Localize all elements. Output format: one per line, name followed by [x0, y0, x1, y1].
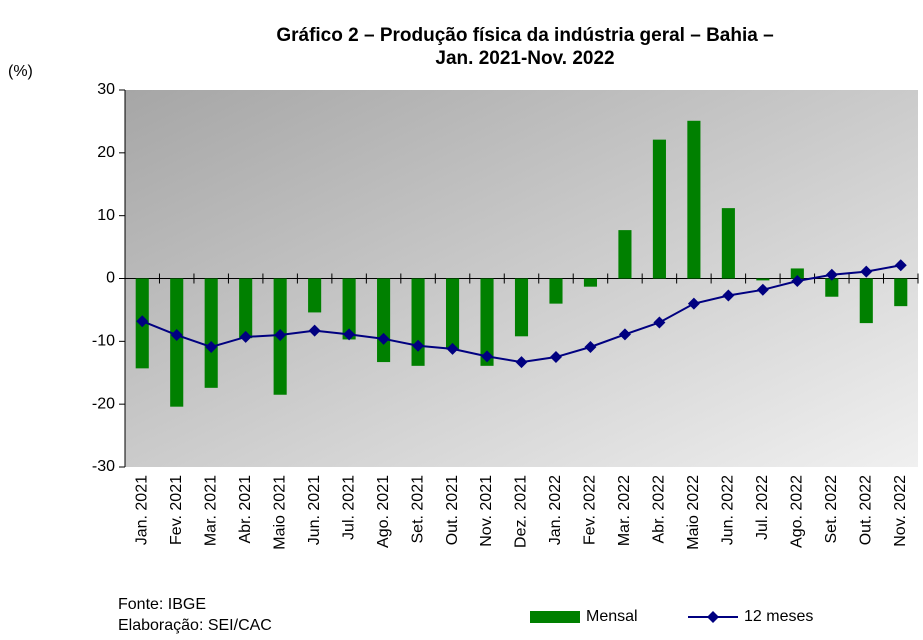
y-tick-label: 10 — [97, 207, 115, 224]
marker — [377, 332, 390, 345]
y-tick-label: -10 — [92, 333, 115, 350]
marker — [446, 342, 459, 355]
bar — [342, 278, 356, 340]
bar — [825, 278, 839, 297]
x-tick-label: Out. 2021 — [444, 475, 461, 545]
x-tick-label: Dez. 2021 — [513, 475, 530, 548]
marker — [170, 329, 183, 342]
bar — [652, 139, 666, 279]
bar — [411, 278, 425, 366]
marker — [653, 316, 666, 329]
bar — [170, 278, 184, 407]
credit: Elaboração: SEI/CAC — [118, 617, 272, 634]
marker — [791, 275, 804, 288]
marker — [205, 340, 218, 353]
x-tick-label: Fev. 2022 — [582, 475, 599, 545]
bar — [480, 278, 494, 366]
marker — [136, 315, 149, 328]
marker — [515, 356, 528, 369]
x-tick-label: Jul. 2021 — [340, 475, 357, 540]
x-tick-label: Nov. 2021 — [478, 475, 495, 547]
y-tick-label: -30 — [92, 458, 115, 475]
bar — [308, 278, 322, 313]
legend-marker — [707, 611, 719, 623]
bar — [687, 120, 701, 279]
chart-title: Gráfico 2 – Produção física da indústria… — [276, 25, 774, 69]
x-tick-label: Fev. 2021 — [168, 475, 185, 545]
x-tick-label: Jan. 2021 — [133, 475, 150, 545]
x-tick-label: Maio 2021 — [271, 475, 288, 550]
legend-swatch — [530, 611, 580, 623]
x-tick-label: Out. 2022 — [858, 475, 875, 545]
x-tick-label: Ago. 2022 — [789, 475, 806, 548]
y-tick-label: 20 — [97, 144, 115, 161]
x-tick-label: Nov. 2022 — [892, 475, 909, 547]
bar — [618, 230, 632, 279]
y-tick-label: -20 — [92, 395, 115, 412]
marker — [687, 297, 700, 310]
bar — [859, 278, 873, 324]
x-tick-label: Jun. 2022 — [720, 475, 737, 545]
marker — [618, 328, 631, 341]
x-tick-label: Jul. 2022 — [754, 475, 771, 540]
legend-label: Mensal — [586, 608, 638, 625]
marker — [481, 350, 494, 363]
bar — [549, 278, 563, 304]
marker — [549, 351, 562, 364]
y-tick-label: 30 — [97, 81, 115, 98]
legend-label: 12 meses — [744, 608, 813, 625]
marker — [722, 289, 735, 302]
x-tick-label: Set. 2022 — [823, 475, 840, 544]
marker — [274, 329, 287, 342]
x-tick-label: Set. 2021 — [409, 475, 426, 544]
bar — [239, 278, 253, 339]
marker — [825, 268, 838, 281]
marker — [239, 330, 252, 343]
marker — [584, 340, 597, 353]
marker — [860, 265, 873, 278]
bar — [721, 208, 735, 279]
marker — [756, 283, 769, 296]
bar — [377, 278, 391, 363]
bar — [204, 278, 218, 388]
bar — [756, 278, 770, 281]
bar — [583, 278, 598, 287]
bar — [445, 278, 460, 350]
marker — [343, 328, 356, 341]
source: Fonte: IBGE — [118, 596, 206, 613]
x-tick-label: Jan. 2022 — [547, 475, 564, 545]
x-tick-label: Mar. 2022 — [616, 475, 633, 546]
bar — [894, 278, 908, 307]
x-tick-label: Abr. 2021 — [237, 475, 254, 544]
marker — [894, 259, 907, 272]
marker — [412, 339, 425, 352]
y-axis-label: (%) — [8, 63, 33, 80]
x-tick-label: Jun. 2021 — [306, 475, 323, 545]
marker — [308, 324, 321, 337]
x-tick-label: Ago. 2021 — [375, 475, 392, 548]
x-tick-label: Maio 2022 — [685, 475, 702, 550]
x-tick-label: Abr. 2022 — [651, 475, 668, 544]
y-tick-label: 0 — [106, 270, 115, 287]
x-tick-label: Mar. 2021 — [202, 475, 219, 546]
bar — [514, 278, 529, 337]
bar — [790, 268, 804, 279]
